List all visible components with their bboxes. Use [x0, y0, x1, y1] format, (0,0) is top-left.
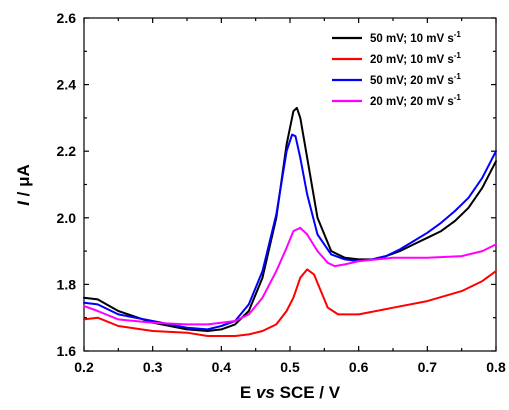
x-tick-label: 0.2: [74, 359, 94, 375]
series-line-4: [83, 226, 497, 326]
legend-label-4: 20 mV; 20 mV s-1: [370, 93, 461, 108]
x-tick-label: 0.6: [349, 359, 369, 375]
legend-label-3: 50 mV; 20 mV s-1: [370, 72, 461, 87]
x-axis-title: E vs SCE / V: [240, 383, 341, 402]
x-tick-label: 0.4: [212, 359, 232, 375]
legend-label-2: 20 mV; 10 mV s-1: [370, 51, 461, 66]
plot-area: [83, 17, 497, 352]
ticks-group: [83, 17, 497, 352]
y-tick-label: 2.2: [57, 143, 77, 159]
legend: 50 mV; 10 mV s-1 20 mV; 10 mV s-1 50 mV; 2…: [332, 30, 461, 108]
y-axis-title: I / μA: [14, 164, 33, 206]
series-line-1: [83, 106, 497, 332]
x-tick-label: 0.7: [418, 359, 438, 375]
series-group: [83, 106, 497, 337]
x-tick-label: 0.3: [143, 359, 163, 375]
series-line-3: [83, 133, 497, 331]
y-tick-label: 2.4: [57, 77, 77, 93]
x-tick-label: 0.5: [280, 359, 300, 375]
y-tick-label: 1.6: [57, 343, 77, 359]
y-tick-label: 2.6: [57, 10, 77, 26]
y-tick-labels: 1.6 1.8 2.0 2.2 2.4 2.6: [57, 10, 77, 359]
y-tick-label: 1.8: [57, 276, 77, 292]
series-line-2: [83, 268, 497, 337]
x-tick-label: 0.8: [486, 359, 506, 375]
legend-label-1: 50 mV; 10 mV s-1: [370, 30, 461, 45]
x-tick-labels: 0.2 0.3 0.4 0.5 0.6 0.7 0.8: [74, 359, 506, 375]
plot-frame: [83, 17, 497, 352]
y-tick-label: 2.0: [57, 210, 77, 226]
